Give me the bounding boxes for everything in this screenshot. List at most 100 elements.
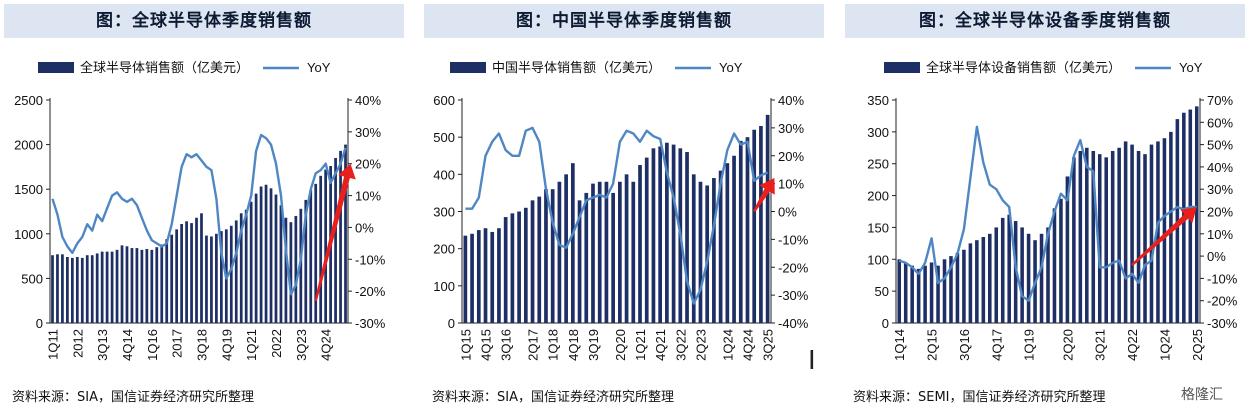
y-tick-label-left: 150 xyxy=(867,220,889,235)
bar xyxy=(903,262,908,323)
bar xyxy=(249,201,253,323)
bar xyxy=(170,234,174,323)
bar xyxy=(1143,154,1147,323)
y-tick-label-right: 0% xyxy=(778,205,797,220)
bar xyxy=(698,181,703,323)
bar xyxy=(765,114,770,323)
bar xyxy=(289,222,293,323)
x-tick-label: 4Q22 xyxy=(1125,329,1140,361)
bar xyxy=(244,209,248,323)
bar xyxy=(185,221,188,323)
bar xyxy=(120,245,124,323)
legend-bar-swatch xyxy=(450,62,486,73)
x-tick-label: 3Q19 xyxy=(586,329,601,361)
bar xyxy=(584,192,589,323)
y-tick-label-left: 500 xyxy=(21,271,43,286)
y-tick-label-right: -40% xyxy=(778,316,809,331)
red-arrow-icon xyxy=(1131,207,1197,266)
bar xyxy=(624,174,629,323)
bar xyxy=(1091,150,1096,323)
bar xyxy=(284,217,288,323)
y-tick-label-right: 30% xyxy=(778,121,804,136)
bar xyxy=(274,194,278,323)
bar xyxy=(1136,150,1141,323)
watermark-logo: 格隆汇 xyxy=(1178,384,1226,404)
x-tick-label: 3Q23 xyxy=(294,329,309,361)
bar xyxy=(665,142,669,323)
y-tick-label-right: -20% xyxy=(355,284,386,299)
x-tick-label: 4Q19 xyxy=(219,329,234,361)
bar xyxy=(1130,144,1134,323)
bar xyxy=(1085,147,1089,323)
bar xyxy=(712,178,716,323)
bar xyxy=(125,246,129,323)
bar xyxy=(100,251,104,323)
chart-china-semis: 中国半导体销售额（亿美元） YoY 0 100 200 300 400 500 600 -40% -… xyxy=(433,60,809,361)
x-tick-label: 1Q21 xyxy=(244,329,259,361)
bar xyxy=(557,181,562,323)
bar xyxy=(279,205,283,323)
bar xyxy=(269,188,273,323)
legend: 全球半导体设备销售额（亿美元） YoY xyxy=(884,60,1203,75)
y-tick-label-left: 250 xyxy=(867,157,889,172)
bar xyxy=(1046,227,1050,323)
y-tick-label-left: 0 xyxy=(448,316,455,331)
bar xyxy=(85,255,89,323)
panel-title: 图：全球半导体设备季度销售额 xyxy=(845,4,1245,38)
bar xyxy=(1097,154,1102,323)
chart-global-equipment: 全球半导体设备销售额（亿美元） YoY 0 50 100 150 200 250 300 350 -… xyxy=(867,60,1238,361)
bar xyxy=(1020,227,1024,323)
bar xyxy=(140,249,144,323)
x-tick-label: 2Q23 xyxy=(693,329,708,361)
bar xyxy=(1026,233,1031,323)
bar xyxy=(476,230,481,323)
y-tick-label-right: -20% xyxy=(1207,294,1238,309)
x-tick-label: 2Q17 xyxy=(526,329,541,361)
bar xyxy=(732,155,736,323)
y-tick-label-left: 2000 xyxy=(14,138,43,153)
bar xyxy=(70,257,74,323)
x-tick-label: 4Q21 xyxy=(653,329,668,361)
legend-line-label: YoY xyxy=(307,60,331,75)
x-tick-label: 4Q15 xyxy=(479,329,494,361)
x-tick-label: 3Q22 xyxy=(673,329,688,361)
bar xyxy=(949,256,953,323)
y-tick-label-right: 30% xyxy=(355,125,381,140)
panel-title: 图：中国半导体季度销售额 xyxy=(424,4,824,38)
red-arrow-icon xyxy=(314,163,356,301)
y-tick-label-right: 20% xyxy=(1207,205,1233,220)
bar xyxy=(962,249,966,323)
bar xyxy=(1194,106,1199,323)
x-tick-label: 1Q24 xyxy=(1157,329,1172,361)
chart-global-semis: 全球半导体销售额（亿美元） YoY 0 500 1000 1500 2000 2500 -30%… xyxy=(14,60,386,361)
bar xyxy=(239,213,243,323)
bar xyxy=(523,207,528,323)
bar xyxy=(604,181,609,323)
x-tick-label: 4Q17 xyxy=(989,329,1004,361)
y-tick-label-left: 1000 xyxy=(14,227,43,242)
x-tick-label: 2Q20 xyxy=(613,329,628,361)
bar xyxy=(1162,138,1167,323)
bar xyxy=(95,253,99,323)
bar xyxy=(160,244,164,323)
x-tick-label: 4Q24 xyxy=(740,329,755,361)
x-tick-label: 1Q19 xyxy=(1022,329,1037,361)
bar xyxy=(1072,157,1076,323)
bar xyxy=(597,181,602,323)
bar xyxy=(344,144,347,323)
bar xyxy=(299,208,303,323)
y-tick-label-left: 500 xyxy=(433,130,455,145)
bar xyxy=(61,254,64,323)
bar xyxy=(294,215,298,323)
bar xyxy=(200,213,203,323)
bar xyxy=(90,255,94,323)
y-tick-label-left: 600 xyxy=(433,93,455,108)
red-arrow-icon xyxy=(753,178,775,213)
bar xyxy=(651,148,656,323)
bar xyxy=(537,196,542,323)
x-tick-label: 1Q21 xyxy=(633,329,648,361)
source-note: 资料来源：SEMI，国信证券经济研究所整理 xyxy=(853,390,1106,405)
y-tick-label-right: 40% xyxy=(778,93,804,108)
bar xyxy=(671,144,676,323)
panel-title: 图：全球半导体季度销售额 xyxy=(4,4,404,38)
